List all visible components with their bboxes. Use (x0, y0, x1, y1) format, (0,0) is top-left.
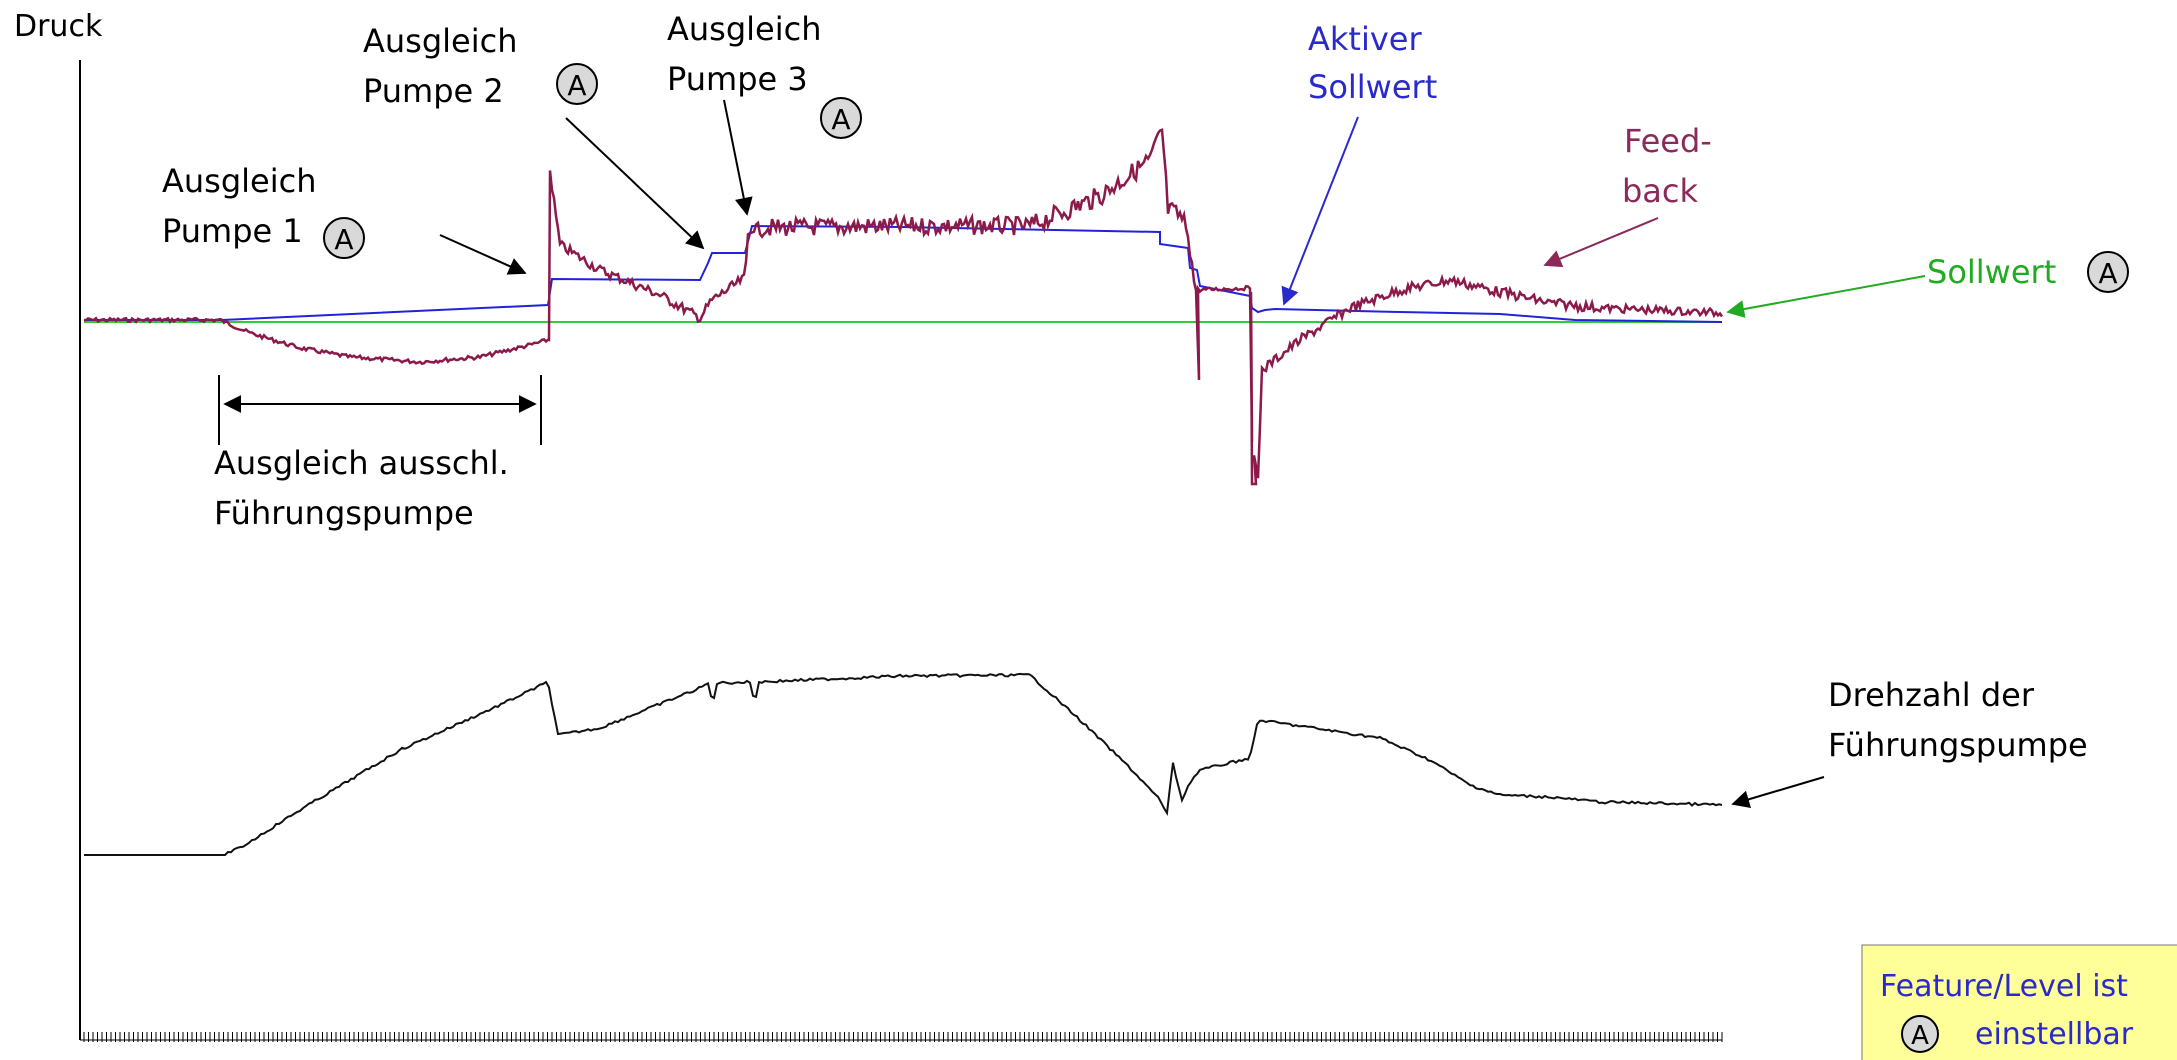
adjustable-marker-icon: A (820, 97, 862, 139)
arrow-drehzahl (1731, 776, 1825, 809)
label-drehzahl-fuehrungspumpe: Drehzahl der Führungspumpe (1828, 676, 2088, 764)
label-ausgleich-pumpe-3: Ausgleich Pumpe 3 (667, 10, 832, 98)
svg-text:A: A (831, 103, 850, 136)
feedback-pressure-line (83, 128, 1724, 486)
svg-text:A: A (1911, 1021, 1929, 1051)
svg-text:A: A (567, 69, 586, 102)
svg-text:A: A (2098, 257, 2117, 290)
x-axis-ticks (83, 1032, 1723, 1042)
y-axis-label: Druck (14, 9, 103, 44)
arrow-pumpe-2 (565, 117, 705, 250)
svg-text:A: A (334, 223, 353, 256)
label-aktiver-sollwert: Aktiver Sollwert (1308, 20, 1437, 106)
lead-pump-only-range (218, 375, 542, 445)
label-ausgleich-pumpe-2: Ausgleich Pumpe 2 (363, 22, 528, 110)
arrow-pumpe-1 (439, 234, 527, 275)
adjustable-marker-icon: A (556, 63, 598, 105)
adjustable-marker-icon: A (2087, 251, 2129, 293)
arrow-feedback (1543, 217, 1659, 268)
lead-pump-speed-line (84, 672, 1723, 856)
label-ausgleich-fuehrungspumpe: Ausgleich ausschl. Führungspumpe (214, 444, 519, 532)
label-sollwert: Sollwert (1927, 253, 2056, 291)
arrow-pumpe-3 (723, 99, 753, 216)
adjustable-marker-icon: A (1901, 1015, 1939, 1053)
legend-text: Feature/Level ist (1880, 969, 2128, 1004)
arrow-sollwert (1726, 275, 1926, 318)
legend-text-2: einstellbar (1975, 1017, 2134, 1052)
legend-box: Feature/Level ist A einstellbar (1861, 944, 2177, 1060)
label-ausgleich-pumpe-1: Ausgleich Pumpe 1 (162, 162, 327, 250)
label-feedback: Feed- back (1622, 122, 1722, 210)
adjustable-marker-icon: A (323, 217, 365, 259)
arrow-aktiver-sollwert (1281, 116, 1359, 306)
